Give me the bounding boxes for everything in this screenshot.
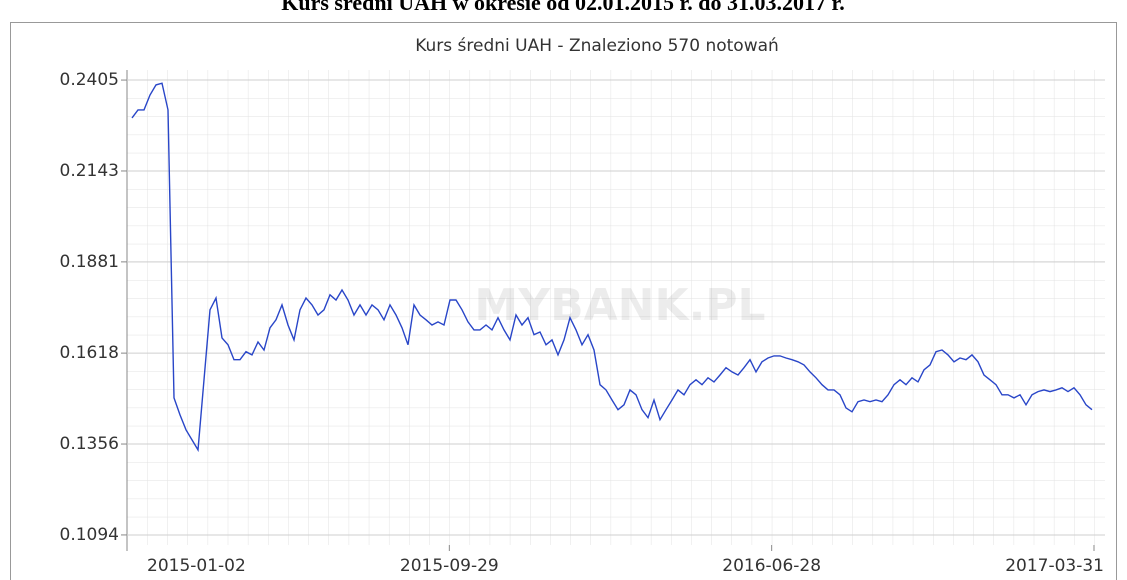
y-tick-label: 0.1094 <box>60 525 119 545</box>
y-tick-label: 0.2143 <box>60 161 119 181</box>
chart-title: Kurs średni UAH - Znaleziono 570 notowań <box>415 36 779 56</box>
x-tick-label: 2015-01-02 <box>147 556 246 576</box>
data-line <box>131 82 1093 453</box>
minor-grid <box>127 70 1105 545</box>
x-tick-label: 2017-03-31 <box>1005 556 1104 576</box>
y-tick-label: 0.1618 <box>60 343 119 363</box>
y-tick-label: 0.2405 <box>60 70 119 90</box>
y-tick-label: 0.1356 <box>60 434 119 454</box>
y-tick-label: 0.1881 <box>60 252 119 272</box>
watermark: MYBANK.PL <box>474 280 765 331</box>
x-tick-label: 2016-06-28 <box>722 556 821 576</box>
page-title: Kurs średni UAH w okresie od 02.01.2015 … <box>281 0 845 15</box>
x-tick-label: 2015-09-29 <box>400 556 499 576</box>
